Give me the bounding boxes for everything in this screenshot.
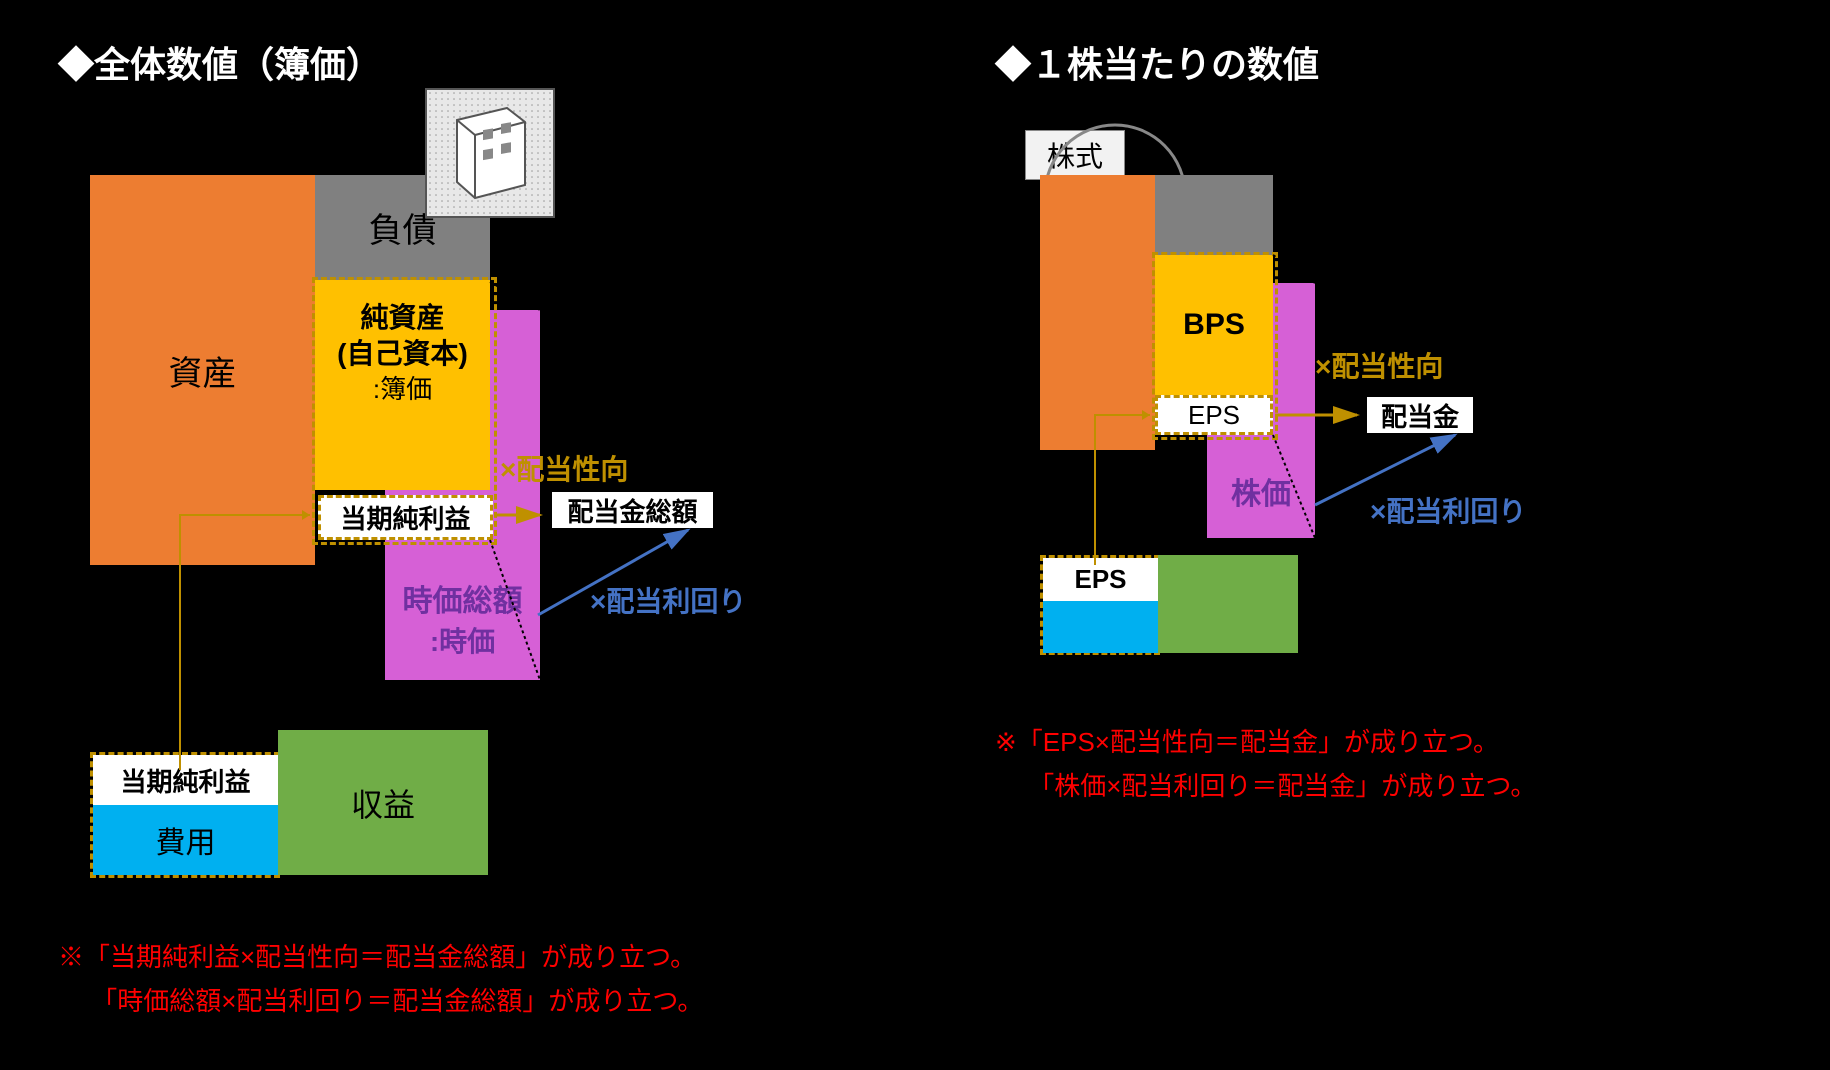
payout-ratio-label-right: ×配当性向: [1315, 345, 1443, 385]
dividend-box: 配当金: [1365, 395, 1475, 435]
net-assets-box: 純資産 (自己資本) :簿価: [315, 280, 490, 490]
dividend-yield-label-left: ×配当利回り: [590, 580, 746, 620]
revenue-small-box: [1158, 555, 1298, 653]
expenses-box: 費用: [93, 805, 278, 875]
left-section-title: ◆全体数値（簿価）: [58, 36, 382, 88]
dotted-connector-bottom-right: [1273, 435, 1315, 540]
assets-label: 資産: [169, 346, 237, 395]
arrow-payout-right: [1275, 405, 1367, 425]
eps-label: EPS: [1188, 400, 1240, 431]
net-assets-label2: (自己資本): [337, 336, 468, 372]
liabilities-small-box: [1155, 175, 1273, 255]
dotted-connector-top-right: [1273, 255, 1315, 285]
expenses-label: 費用: [156, 818, 216, 862]
building-icon: [425, 88, 555, 218]
expenses-small-box: [1043, 601, 1158, 653]
net-income-box: 当期純利益: [318, 495, 493, 540]
revenue-label: 収益: [351, 780, 415, 826]
right-section-title: ◆１株当たりの数値: [995, 36, 1319, 88]
connector-pl-to-bs-right: [1095, 415, 1160, 570]
dividend-label: 配当金: [1381, 397, 1459, 434]
payout-ratio-label-left: ×配当性向: [500, 448, 628, 488]
note-bottom: ※「当期純利益×配当性向＝配当金総額」が成り立つ。 「時価総額×配当利回り＝配当…: [58, 935, 703, 1023]
diagram-canvas: ◆全体数値（簿価） ◆１株当たりの数値 時価総額 :時価 資産 負債 純資産 (…: [0, 0, 1830, 1070]
connector-pl-to-bs-left: [180, 515, 330, 775]
note-right: ※「EPS×配当性向＝配当金」が成り立つ。 「株価×配当利回り＝配当金」が成り立…: [995, 720, 1536, 808]
assets-box: 資産: [90, 175, 315, 565]
net-assets-label3: :簿価: [373, 373, 432, 407]
net-income-label: 当期純利益: [340, 499, 470, 536]
eps-box: EPS: [1155, 395, 1273, 435]
dotted-connector-bottom: [490, 540, 540, 680]
market-cap-label2: :時価: [430, 620, 495, 660]
dotted-connector-top: [490, 282, 540, 312]
net-assets-label1: 純資産: [360, 300, 444, 336]
dividend-yield-label-right: ×配当利回り: [1370, 490, 1526, 530]
assets-small-box: [1040, 175, 1155, 450]
